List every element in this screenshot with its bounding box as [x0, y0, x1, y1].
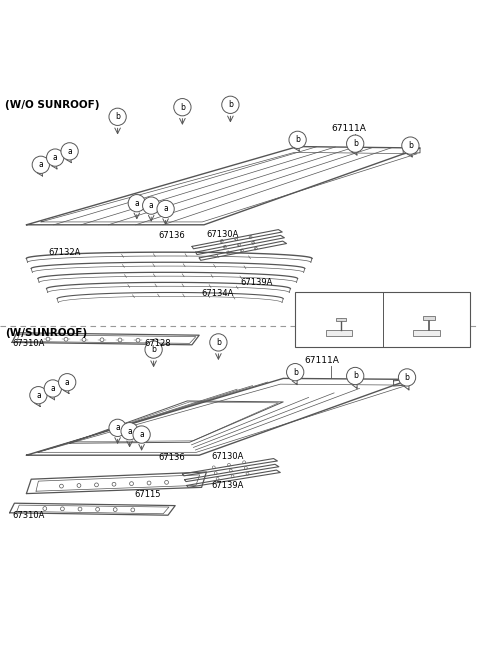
- Text: a: a: [65, 378, 70, 387]
- Circle shape: [287, 363, 304, 380]
- Circle shape: [47, 149, 64, 166]
- Text: a: a: [305, 298, 309, 304]
- Text: b: b: [408, 141, 413, 150]
- Circle shape: [109, 419, 126, 436]
- Circle shape: [43, 506, 47, 510]
- Circle shape: [100, 338, 104, 342]
- Text: a: a: [115, 423, 120, 432]
- Circle shape: [96, 507, 99, 511]
- Text: 67136: 67136: [158, 453, 185, 462]
- Text: a: a: [139, 430, 144, 439]
- Circle shape: [46, 337, 50, 341]
- Circle shape: [112, 482, 116, 486]
- Text: b: b: [293, 367, 298, 377]
- Circle shape: [131, 508, 135, 512]
- Circle shape: [174, 98, 191, 116]
- Text: b: b: [353, 371, 358, 380]
- Text: a: a: [38, 160, 43, 169]
- Circle shape: [133, 426, 150, 443]
- Text: a: a: [149, 201, 154, 210]
- Text: b: b: [405, 373, 409, 382]
- Circle shape: [157, 200, 174, 218]
- Text: 67111A: 67111A: [331, 124, 366, 133]
- Text: b: b: [295, 135, 300, 144]
- Circle shape: [222, 96, 239, 113]
- Circle shape: [61, 143, 78, 160]
- Text: b: b: [353, 139, 358, 148]
- FancyBboxPatch shape: [326, 330, 352, 336]
- Text: 67139A: 67139A: [211, 482, 243, 490]
- Circle shape: [109, 108, 126, 125]
- Text: 67130A: 67130A: [211, 453, 243, 461]
- Text: a: a: [53, 153, 58, 162]
- Circle shape: [145, 341, 162, 358]
- FancyBboxPatch shape: [336, 318, 346, 321]
- Text: 67128: 67128: [144, 338, 170, 348]
- Circle shape: [78, 507, 82, 511]
- Circle shape: [402, 137, 419, 154]
- Circle shape: [32, 156, 49, 173]
- Text: a: a: [134, 199, 139, 208]
- Text: 67113A: 67113A: [317, 294, 352, 303]
- Text: b: b: [228, 100, 233, 110]
- Text: a: a: [50, 384, 55, 393]
- Circle shape: [44, 380, 61, 397]
- Circle shape: [118, 338, 122, 342]
- Text: 67111A: 67111A: [305, 356, 340, 365]
- Circle shape: [289, 131, 306, 148]
- Circle shape: [136, 338, 140, 342]
- Text: 67136: 67136: [158, 231, 185, 240]
- FancyBboxPatch shape: [413, 330, 440, 336]
- Circle shape: [154, 338, 158, 342]
- Circle shape: [347, 367, 364, 384]
- Circle shape: [95, 483, 98, 487]
- Circle shape: [210, 334, 227, 351]
- Text: a: a: [127, 426, 132, 436]
- Text: a: a: [163, 205, 168, 213]
- Circle shape: [82, 338, 86, 341]
- Text: 67139A: 67139A: [240, 278, 272, 287]
- Text: b: b: [393, 298, 397, 304]
- Text: b: b: [216, 338, 221, 347]
- Circle shape: [128, 195, 145, 212]
- Circle shape: [143, 197, 160, 215]
- Circle shape: [130, 482, 133, 485]
- Circle shape: [64, 337, 68, 341]
- Circle shape: [77, 483, 81, 487]
- Circle shape: [60, 507, 64, 511]
- Text: 67310A: 67310A: [12, 511, 44, 520]
- FancyBboxPatch shape: [423, 316, 435, 320]
- Circle shape: [398, 369, 416, 386]
- Text: a: a: [67, 147, 72, 156]
- Text: 67117A: 67117A: [404, 294, 439, 303]
- Text: b: b: [180, 103, 185, 112]
- Text: a: a: [36, 391, 41, 400]
- Circle shape: [30, 386, 47, 404]
- Circle shape: [388, 293, 402, 308]
- Circle shape: [165, 480, 168, 484]
- Text: 67130A: 67130A: [206, 230, 239, 239]
- Text: 67132A: 67132A: [48, 248, 80, 257]
- Circle shape: [60, 484, 63, 488]
- Text: (W/O SUNROOF): (W/O SUNROOF): [5, 100, 99, 110]
- Circle shape: [59, 374, 76, 391]
- Text: b: b: [115, 112, 120, 121]
- Text: (W/SUNROOF): (W/SUNROOF): [5, 328, 87, 338]
- Text: 67115: 67115: [134, 491, 161, 499]
- Text: b: b: [151, 345, 156, 354]
- Circle shape: [113, 508, 117, 512]
- Circle shape: [347, 135, 364, 152]
- Text: 67310A: 67310A: [12, 338, 44, 348]
- Circle shape: [121, 422, 138, 440]
- FancyBboxPatch shape: [295, 292, 470, 347]
- Circle shape: [147, 481, 151, 485]
- Circle shape: [300, 293, 314, 308]
- Text: 67134A: 67134A: [202, 289, 234, 298]
